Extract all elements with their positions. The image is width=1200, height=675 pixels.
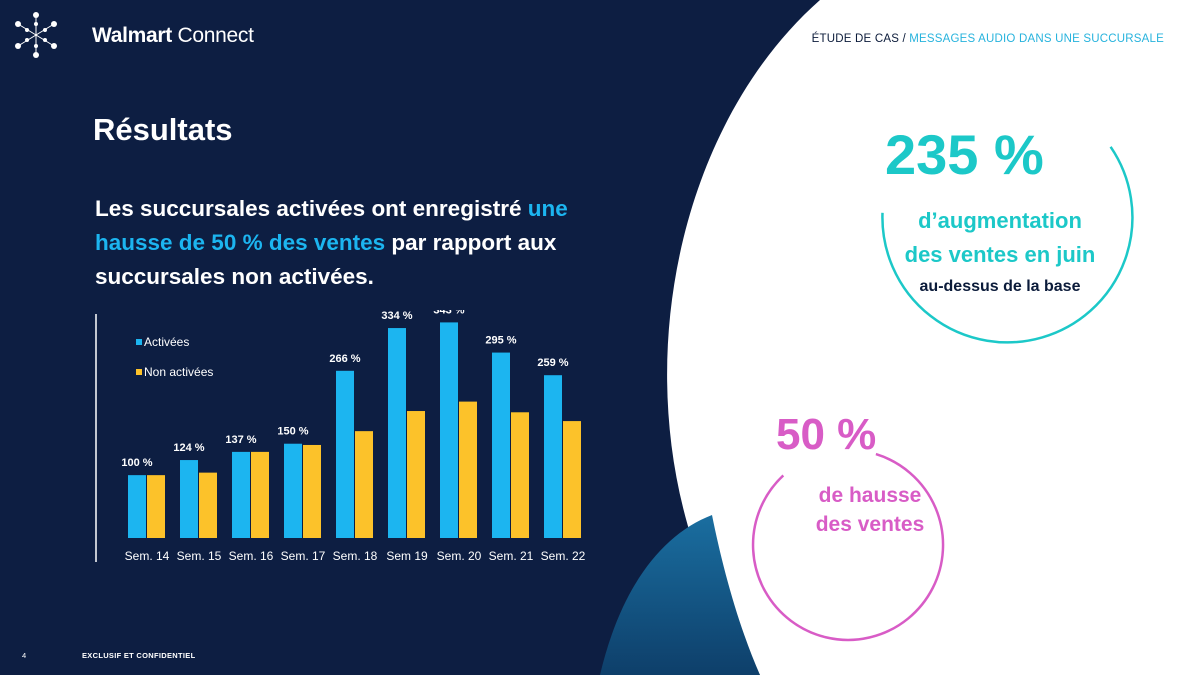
bar-activees-1: [180, 460, 198, 538]
data-label-8: 259 %: [537, 357, 568, 369]
data-label-6: 343 %: [433, 310, 464, 316]
bar-non-activees-0: [147, 475, 165, 538]
x-tick-label-2: Sem. 16: [229, 549, 274, 563]
walmart-connect-logo-icon: [15, 12, 57, 58]
bar-non-activees-6: [459, 401, 477, 538]
primary-stat-line2: des ventes en juin: [904, 242, 1096, 267]
legend-swatch-1: [136, 369, 142, 375]
secondary-stat-line2: des ventes: [815, 513, 925, 536]
subtitle-highlight: une hausse de 50 % des ventes: [95, 196, 568, 255]
x-tick-label-8: Sem. 22: [541, 549, 586, 563]
header-prefix: ÉTUDE DE CAS /: [811, 33, 910, 45]
bar-activees-3: [284, 443, 302, 538]
primary-stat-line3: au-dessus de la base: [919, 278, 1081, 295]
bar-non-activees-5: [407, 411, 425, 538]
data-label-0: 100 %: [121, 457, 152, 469]
bar-activees-5: [388, 328, 406, 538]
subtitle: Les succursales activées ont enregistré …: [95, 196, 568, 289]
bar-activees-0: [128, 475, 146, 538]
bar-non-activees-7: [511, 412, 529, 538]
primary-stat-line1: d’augmentation: [918, 208, 1082, 233]
legend-swatch-0: [136, 339, 142, 345]
header-breadcrumb: ÉTUDE DE CAS / MESSAGES AUDIO DANS UNE S…: [812, 33, 1164, 45]
data-label-2: 137 %: [225, 434, 256, 446]
data-label-1: 124 %: [173, 442, 204, 454]
x-tick-label-3: Sem. 17: [281, 549, 326, 563]
x-tick-label-6: Sem. 20: [437, 549, 482, 563]
sales-bar-chart: Activées Non activées 100 % Sem. 14 124 % Sem…: [95, 310, 586, 563]
bar-activees-6: [440, 322, 458, 538]
legend-label-1: Non activées: [144, 365, 213, 379]
secondary-stat-line1: de hausse: [818, 484, 922, 507]
bar-activees-7: [492, 352, 510, 538]
data-label-4: 266 %: [329, 353, 360, 365]
x-tick-label-5: Sem 19: [386, 549, 428, 563]
primary-stat-value: 235 %: [885, 123, 1044, 186]
teal-circle-arc: [881, 146, 1134, 344]
bar-activees-8: [544, 375, 562, 538]
x-tick-label-1: Sem. 15: [177, 549, 222, 563]
data-label-7: 295 %: [485, 335, 516, 347]
bar-non-activees-2: [251, 451, 269, 538]
x-tick-label-7: Sem. 21: [489, 549, 534, 563]
blue-wave: [600, 515, 760, 675]
bar-non-activees-4: [355, 431, 373, 538]
data-label-3: 150 %: [277, 426, 308, 438]
bar-non-activees-8: [563, 421, 581, 538]
x-tick-label-0: Sem. 14: [125, 549, 170, 563]
page-number: 4: [22, 651, 27, 660]
bar-activees-4: [336, 370, 354, 538]
legend-label-0: Activées: [144, 335, 189, 349]
magenta-circle-arc: [751, 452, 945, 642]
data-label-5: 334 %: [381, 310, 412, 322]
secondary-stat-value: 50 %: [776, 410, 877, 459]
brand-name: Walmart Connect: [92, 24, 254, 47]
header-topic: MESSAGES AUDIO DANS UNE SUCCURSALE: [909, 33, 1164, 45]
page-title: Résultats: [93, 112, 233, 147]
footer-confidential: EXCLUSIF ET CONFIDENTIEL: [82, 651, 196, 660]
bar-non-activees-1: [199, 472, 217, 538]
x-tick-label-4: Sem. 18: [333, 549, 378, 563]
bar-non-activees-3: [303, 444, 321, 538]
bar-activees-2: [232, 451, 250, 538]
